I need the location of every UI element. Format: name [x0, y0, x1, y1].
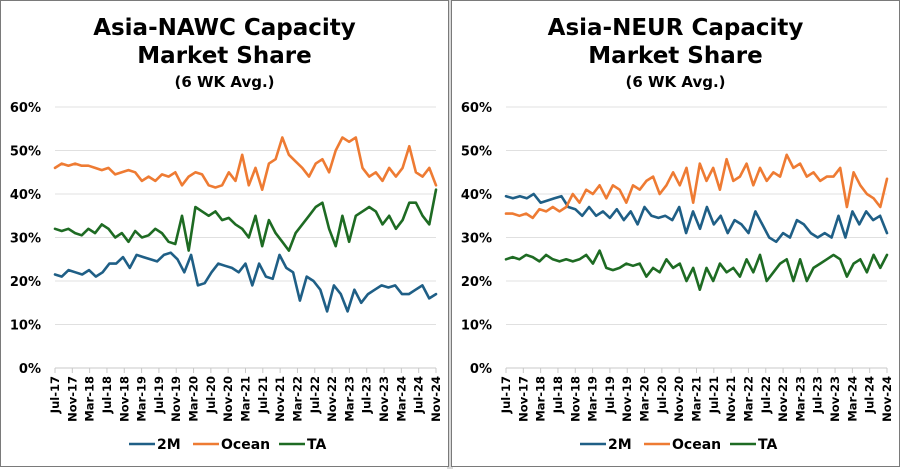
series-line-ocean — [504, 153, 889, 220]
x-tick-label: Mar-23 — [793, 376, 807, 422]
x-tick-label: Nov-21 — [724, 376, 738, 422]
x-tick-label: Mar-18 — [83, 376, 97, 422]
x-tick-label: Jul-21 — [256, 376, 270, 414]
y-tick-label: 50% — [461, 145, 492, 160]
legend-label-2m: 2M — [608, 437, 632, 453]
y-tick-label: 0% — [470, 362, 492, 377]
legend-label-2m: 2M — [157, 437, 181, 453]
y-tick-label: 0% — [19, 362, 41, 377]
x-tick-label: Mar-21 — [239, 376, 253, 422]
x-tick-label: Mar-20 — [638, 376, 652, 422]
x-tick-label: Jul-17 — [499, 376, 513, 414]
chart-title: Asia-NAWC Capacity — [93, 15, 356, 41]
x-tick-label: Nov-19 — [169, 376, 183, 422]
x-tick-label: Nov-18 — [568, 376, 582, 422]
y-tick-label: 30% — [461, 232, 492, 247]
chart-panel-nawc: Asia-NAWC Capacity Market Share (6 WK Av… — [0, 0, 449, 467]
x-tick-label: Nov-24 — [429, 376, 443, 422]
y-tick-label: 30% — [10, 232, 41, 247]
x-tick-label: Nov-17 — [516, 376, 530, 422]
x-tick-label: Nov-22 — [776, 376, 790, 422]
x-tick-label: Jul-21 — [707, 376, 721, 414]
y-tick-label: 60% — [10, 101, 41, 116]
line-chart-nawc: 0%10%20%30%40%50%60%Jul-17 Nov-17 Mar-18 Ju… — [10, 101, 443, 453]
x-tick-label: Mar-18 — [534, 376, 548, 422]
x-tick-label: Jul-17 — [48, 376, 62, 414]
legend-label-ta: TA — [307, 437, 326, 453]
x-tick-label: Jul-22 — [759, 376, 773, 414]
legend-label-ocean: Ocean — [221, 437, 270, 453]
x-tick-label: Jul-20 — [655, 376, 669, 414]
x-tick-label: Mar-24 — [845, 376, 859, 422]
chart-title: Asia-NEUR Capacity — [547, 15, 804, 41]
x-tick-label: Jul-23 — [811, 376, 825, 414]
x-tick-label: Mar-22 — [290, 376, 304, 422]
x-tick-label: Jul-24 — [412, 376, 426, 414]
chart-title-line2: Market Share — [588, 43, 763, 69]
y-tick-label: 40% — [10, 188, 41, 203]
y-tick-label: 20% — [10, 275, 41, 290]
x-tick-label: Mar-24 — [394, 376, 408, 422]
y-tick-label: 20% — [461, 275, 492, 290]
x-tick-label: Jul-22 — [308, 376, 322, 414]
x-tick-label: Mar-23 — [342, 376, 356, 422]
legend-label-ocean: Ocean — [672, 437, 721, 453]
y-tick-label: 10% — [461, 319, 492, 334]
series-line-ta — [53, 188, 438, 252]
x-tick-label: Jul-23 — [360, 376, 374, 414]
chart-title-line2: Market Share — [137, 43, 312, 69]
x-tick-label: Jul-19 — [603, 376, 617, 414]
x-tick-label: Nov-20 — [221, 376, 235, 422]
chart-subtitle: (6 WK Avg.) — [625, 73, 726, 91]
y-tick-label: 40% — [461, 188, 492, 203]
x-tick-label: Mar-19 — [586, 376, 600, 422]
x-tick-label: Jul-24 — [863, 376, 877, 414]
panel-divider — [447, 0, 453, 469]
x-tick-label: Jul-19 — [152, 376, 166, 414]
y-tick-label: 50% — [10, 145, 41, 160]
x-tick-label: Nov-21 — [273, 376, 287, 422]
y-tick-label: 10% — [10, 319, 41, 334]
series-line-ocean — [53, 136, 438, 191]
x-tick-label: Nov-19 — [620, 376, 634, 422]
chart-subtitle: (6 WK Avg.) — [174, 73, 275, 91]
x-tick-label: Jul-18 — [551, 376, 565, 414]
line-chart-neur: 0%10%20%30%40%50%60%Jul-17 Nov-17 Mar-18 Ju… — [461, 101, 894, 453]
series-line-ta — [504, 249, 889, 292]
x-tick-label: Jul-20 — [204, 376, 218, 414]
x-tick-label: Mar-19 — [135, 376, 149, 422]
x-tick-label: Mar-20 — [187, 376, 201, 422]
chart-panel-neur: Asia-NEUR Capacity Market Share (6 WK Av… — [451, 0, 900, 467]
x-tick-label: Mar-21 — [690, 376, 704, 422]
x-tick-label: Nov-24 — [880, 376, 894, 422]
series-line-2m — [53, 251, 438, 313]
x-tick-label: Nov-23 — [377, 376, 391, 422]
legend-label-ta: TA — [758, 437, 777, 453]
x-tick-label: Jul-18 — [100, 376, 114, 414]
y-tick-label: 60% — [461, 101, 492, 116]
x-tick-label: Nov-17 — [65, 376, 79, 422]
series-line-2m — [504, 192, 889, 244]
x-tick-label: Nov-20 — [672, 376, 686, 422]
x-tick-label: Nov-23 — [828, 376, 842, 422]
x-tick-label: Nov-18 — [117, 376, 131, 422]
x-tick-label: Mar-22 — [741, 376, 755, 422]
x-tick-label: Nov-22 — [325, 376, 339, 422]
